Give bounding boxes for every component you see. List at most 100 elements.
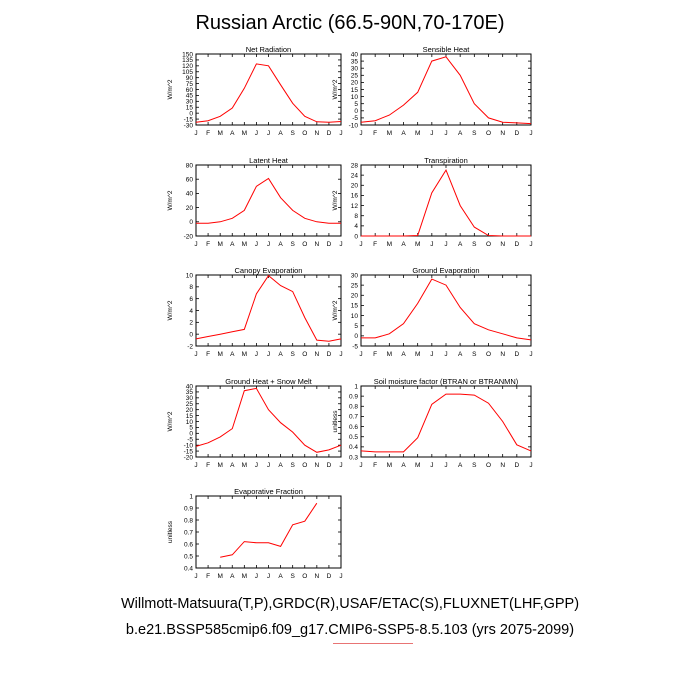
y-tick-label: 75	[186, 81, 194, 88]
y-tick-label: 28	[351, 162, 359, 169]
x-tick-label: M	[387, 351, 392, 358]
y-tick-label: 10	[186, 419, 194, 426]
x-tick-label: M	[415, 351, 420, 358]
x-tick-label: D	[514, 130, 519, 137]
x-tick-label: M	[242, 351, 247, 358]
y-tick-label: 15	[186, 105, 194, 112]
x-tick-label: F	[373, 130, 377, 137]
x-tick-label: J	[444, 241, 447, 248]
y-tick-label: -15	[184, 448, 194, 455]
x-tick-label: O	[486, 241, 491, 248]
y-axis-label: W/m^2	[167, 79, 174, 99]
x-tick-label: M	[415, 241, 420, 248]
y-tick-label: 0.6	[184, 541, 193, 548]
x-tick-label: J	[339, 130, 342, 137]
x-tick-label: J	[529, 351, 532, 358]
x-tick-label: J	[267, 462, 270, 469]
x-tick-label: J	[194, 130, 197, 137]
panel-title: Latent Heat	[249, 156, 289, 165]
x-tick-label: N	[314, 130, 319, 137]
x-tick-label: M	[415, 462, 420, 469]
y-tick-label: 25	[186, 401, 194, 408]
x-tick-label: M	[217, 351, 222, 358]
x-tick-label: J	[529, 462, 532, 469]
x-tick-label: A	[401, 462, 406, 469]
x-tick-label: S	[472, 241, 477, 248]
y-tick-label: 0.4	[349, 444, 358, 451]
y-tick-label: -10	[184, 442, 194, 449]
x-tick-label: A	[458, 351, 463, 358]
x-tick-label: D	[327, 573, 332, 580]
x-tick-label: M	[242, 241, 247, 248]
y-tick-label: 20	[186, 205, 194, 212]
x-tick-label: N	[500, 351, 505, 358]
y-tick-label: 24	[351, 172, 359, 179]
y-tick-label: 150	[182, 51, 193, 58]
x-tick-label: F	[373, 351, 377, 358]
x-tick-label: M	[242, 462, 247, 469]
x-tick-label: O	[302, 462, 307, 469]
series-line	[361, 168, 531, 237]
panel-title: Soil moisture factor (BTRAN or BTRANMN)	[374, 377, 519, 386]
x-tick-label: A	[230, 130, 235, 137]
series-line	[196, 177, 341, 224]
y-tick-label: -2	[187, 343, 193, 350]
y-axis-label: W/m^2	[167, 300, 174, 320]
x-tick-label: J	[529, 241, 532, 248]
y-tick-label: 8	[354, 213, 358, 220]
x-tick-label: J	[194, 573, 197, 580]
y-tick-label: 8	[189, 284, 193, 291]
x-tick-label: A	[458, 130, 463, 137]
plot-frame	[360, 385, 532, 458]
y-tick-label: 45	[186, 93, 194, 100]
y-tick-label: 5	[189, 425, 193, 432]
x-tick-label: F	[206, 241, 210, 248]
x-tick-label: N	[314, 241, 319, 248]
x-tick-label: S	[290, 241, 295, 248]
y-axis-label: unitless	[167, 520, 174, 543]
y-tick-label: 30	[351, 66, 359, 73]
x-tick-label: J	[255, 241, 258, 248]
y-tick-label: 1	[189, 493, 193, 500]
panel-title: Ground Evaporation	[412, 266, 479, 275]
y-axis-label: W/m^2	[167, 190, 174, 210]
y-tick-label: 25	[351, 73, 359, 80]
x-tick-label: F	[206, 130, 210, 137]
y-tick-label: 35	[351, 58, 359, 65]
x-tick-label: A	[230, 573, 235, 580]
x-tick-label: O	[302, 241, 307, 248]
y-tick-label: 0.7	[349, 414, 358, 421]
series-line	[195, 63, 342, 123]
x-tick-label: J	[194, 241, 197, 248]
y-tick-label: -5	[352, 343, 358, 350]
y-tick-label: 0	[189, 219, 193, 226]
x-tick-label: J	[255, 351, 258, 358]
x-tick-label: M	[217, 130, 222, 137]
y-tick-label: 60	[186, 87, 194, 94]
x-tick-label: M	[242, 130, 247, 137]
x-tick-label: N	[500, 241, 505, 248]
panel-title: Canopy Evaporation	[235, 266, 303, 275]
x-tick-label: A	[278, 462, 283, 469]
y-tick-label: 0	[189, 110, 193, 117]
y-tick-label: 0.4	[184, 565, 193, 572]
y-tick-label: 4	[189, 308, 193, 315]
y-tick-label: 10	[351, 94, 359, 101]
y-tick-label: 6	[189, 296, 193, 303]
y-tick-label: 0.8	[349, 404, 358, 411]
x-tick-label: J	[430, 462, 433, 469]
y-tick-label: 0	[354, 108, 358, 115]
y-tick-label: 90	[186, 75, 194, 82]
y-tick-label: 0.5	[349, 434, 358, 441]
x-tick-label: J	[359, 130, 362, 137]
y-tick-label: 15	[351, 303, 359, 310]
y-tick-label: 40	[186, 383, 194, 390]
y-tick-label: 0.9	[184, 505, 193, 512]
x-tick-label: D	[514, 241, 519, 248]
x-tick-label: O	[486, 351, 491, 358]
x-tick-label: A	[230, 241, 235, 248]
x-tick-label: M	[217, 462, 222, 469]
y-tick-label: 20	[351, 183, 359, 190]
